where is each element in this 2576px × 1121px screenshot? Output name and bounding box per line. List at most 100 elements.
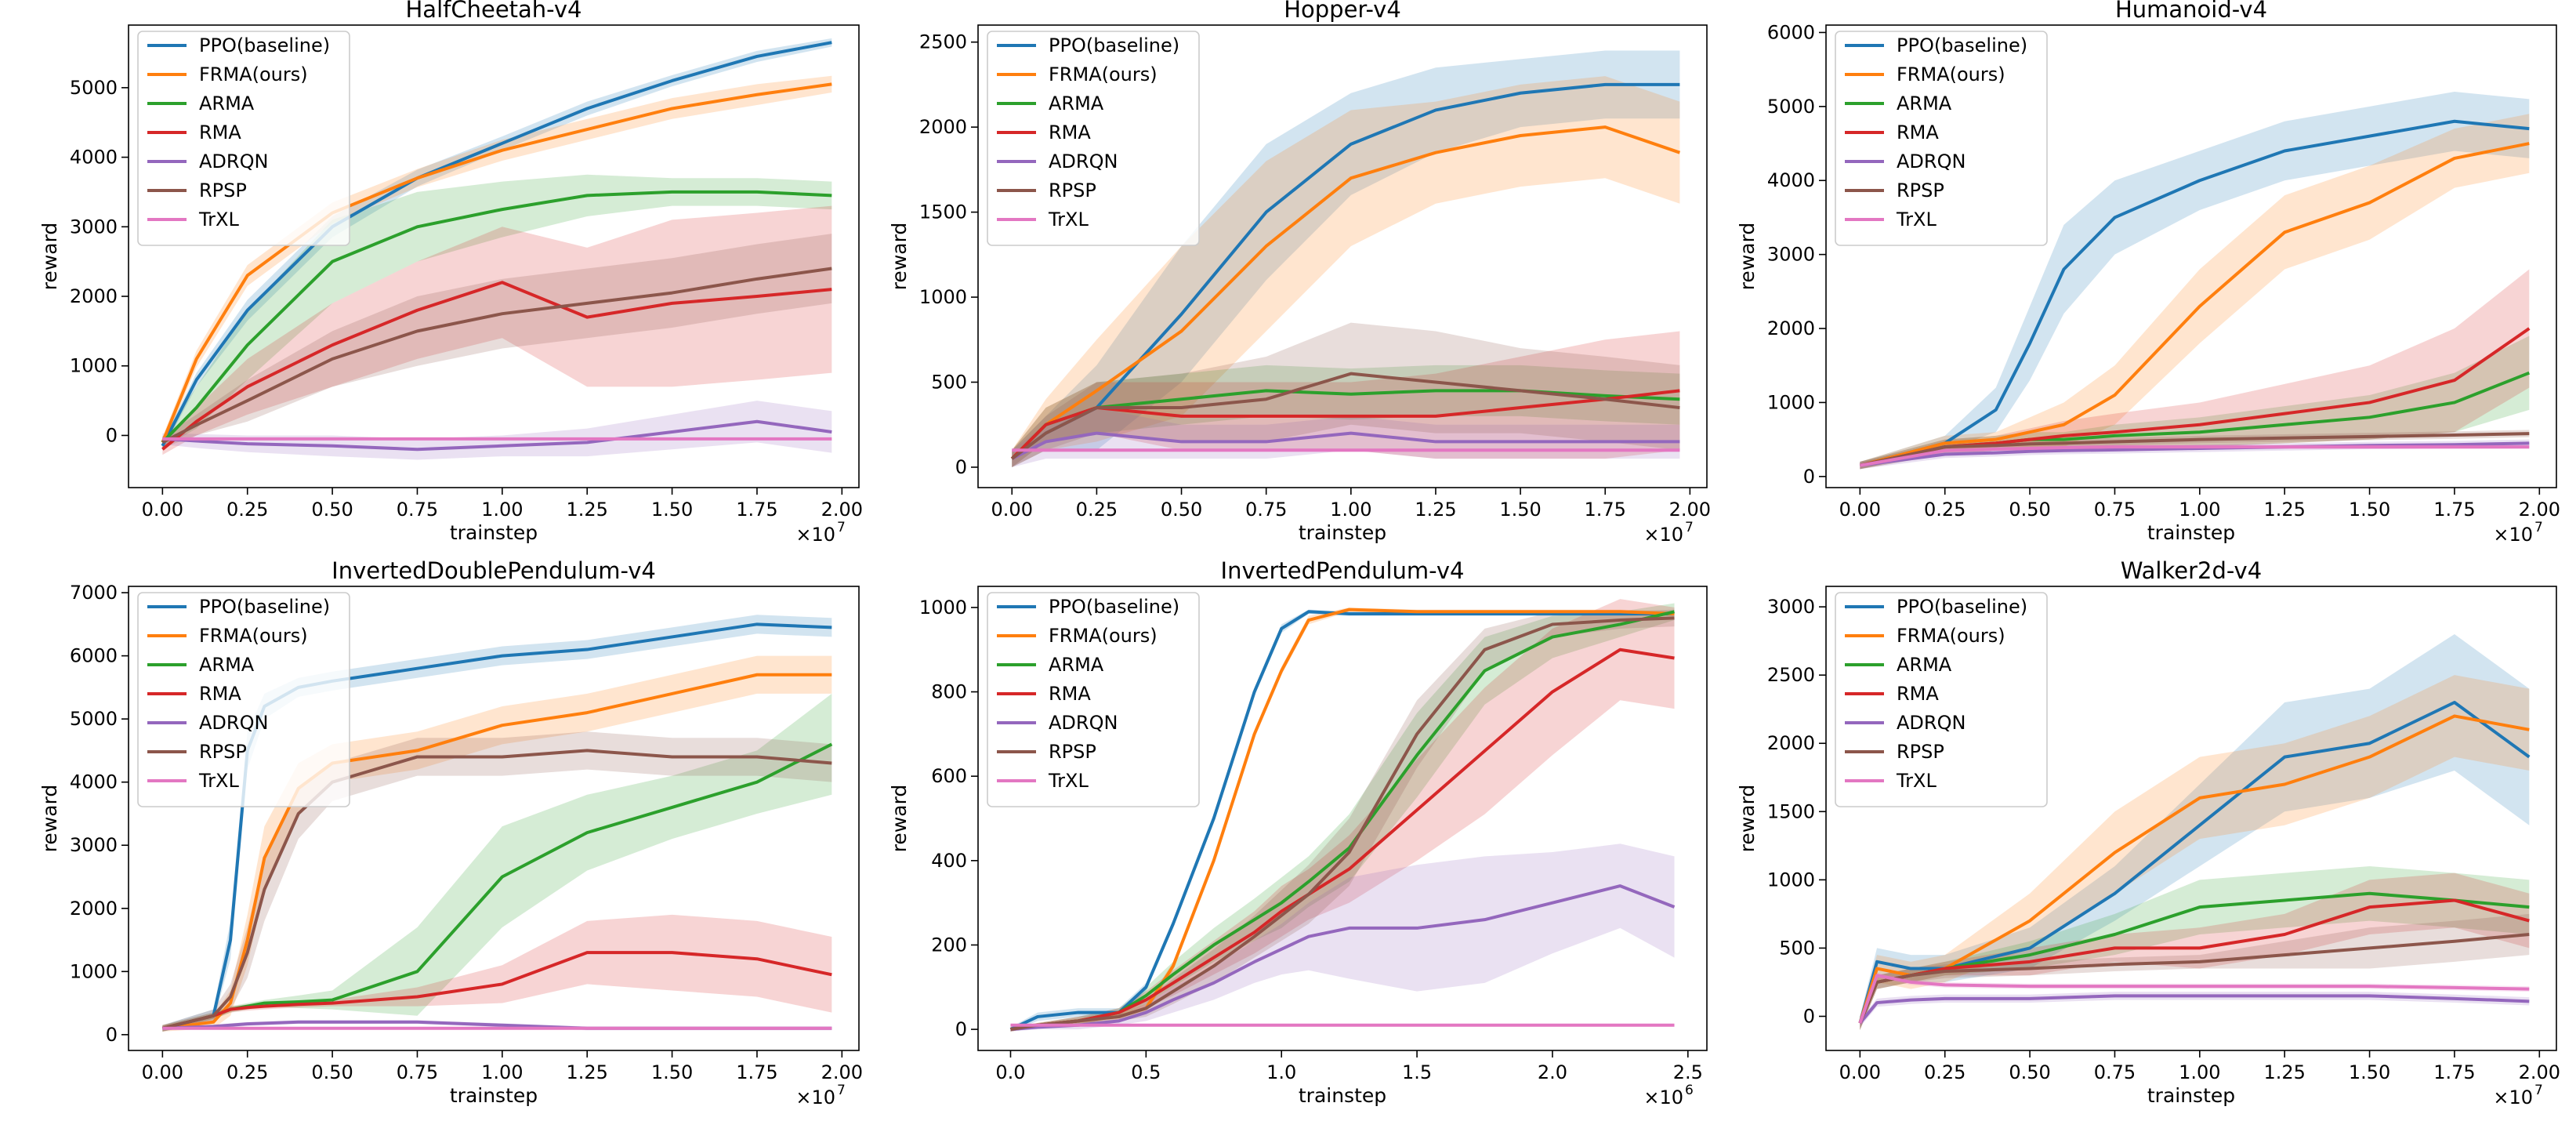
series-line-rma: [1010, 648, 1675, 1032]
x-tick-label: 0.00: [142, 499, 183, 521]
series-line-trxl: [1860, 445, 2530, 467]
x-tick-label: 1.75: [2433, 1061, 2475, 1083]
x-tick-label: 2.00: [821, 499, 863, 521]
legend-label-rpsp: RPSP: [1897, 741, 1944, 763]
y-tick-label: 0: [955, 456, 967, 478]
legend-label-frma-ours: FRMA(ours): [199, 625, 308, 647]
x-tick-label: 1.25: [1415, 499, 1456, 521]
x-axis-label: trainstep: [2147, 1084, 2235, 1107]
lines: [161, 41, 832, 452]
x-tick-label: 1.25: [566, 499, 607, 521]
x-tick-label: 0.00: [991, 499, 1033, 521]
legend-label-arma: ARMA: [1049, 654, 1104, 676]
band-adrqn: [1010, 843, 1675, 1032]
x-tick-label: 1.50: [2349, 499, 2390, 521]
x-multiplier: ×10: [795, 524, 835, 546]
lines: [1009, 608, 1676, 1032]
series-line-adrqn: [1011, 431, 1680, 460]
legend-label-frma-ours: FRMA(ours): [199, 63, 308, 85]
panel-invertedpendulum-v4: InvertedPendulum-v4 0.0 0.5 1.0 1.5 2.0 2.5 0 20…: [888, 557, 1708, 1108]
series-line-ppo-baseline: [1858, 701, 2531, 1024]
legend-label-frma-ours: FRMA(ours): [1897, 625, 2005, 647]
axes-frame: [128, 24, 860, 488]
y-tick-label: 3000: [70, 216, 118, 238]
legend-label-rma: RMA: [1897, 122, 1939, 143]
x-tick-label: 1.25: [566, 1061, 607, 1083]
band-frma-ours: [1012, 76, 1680, 467]
y-tick-label: 2500: [1767, 664, 1815, 686]
legend-label-ppo-baseline: PPO(baseline): [1049, 596, 1179, 618]
legend: PPO(baseline) FRMA(ours) ARMA RMA ADRQN RPSP T…: [1835, 592, 2048, 807]
y-tick-label: 2000: [1767, 732, 1815, 754]
y-tick-label: 6000: [1767, 21, 1815, 43]
series-line-frma-ours: [1010, 125, 1681, 460]
chart-title: Walker2d-v4: [2121, 557, 2262, 584]
legend: PPO(baseline) FRMA(ours) ARMA RMA ADRQN RPSP T…: [987, 592, 1200, 807]
y-tick-label: 1000: [70, 355, 118, 377]
lines: [1858, 701, 2531, 1025]
x-tick-label: 2.0: [1538, 1061, 1567, 1083]
chart-title: InvertedPendulum-v4: [1221, 557, 1465, 584]
x-tick-label: 1.75: [2433, 499, 2475, 521]
legend: PPO(baseline) FRMA(ours) ARMA RMA ADRQN RPSP T…: [137, 592, 350, 807]
y-tick-label: 0: [955, 1018, 967, 1040]
legend: PPO(baseline) FRMA(ours) ARMA RMA ADRQN RPSP T…: [987, 31, 1200, 246]
series-line-ppo-baseline: [1009, 610, 1675, 1031]
y-tick-label: 800: [931, 681, 967, 703]
legend-label-adrqn: ADRQN: [1897, 151, 1966, 172]
legend-label-ppo-baseline: PPO(baseline): [199, 34, 330, 56]
series-line-adrqn: [1010, 884, 1676, 1032]
legend-label-ppo-baseline: PPO(baseline): [1897, 34, 2027, 56]
chart-title: InvertedDoublePendulum-v4: [332, 557, 656, 584]
x-tick-label: 0.50: [1161, 499, 1202, 521]
x-axis-label: trainstep: [450, 1084, 538, 1107]
legend-label-rpsp: RPSP: [199, 741, 247, 763]
x-multiplier: ×10: [2493, 524, 2533, 546]
x-tick-label: 2.00: [2519, 1061, 2560, 1083]
bands: [1860, 633, 2530, 1030]
y-axis-label: reward: [888, 223, 911, 291]
y-tick-label: 4000: [70, 771, 118, 793]
series-line-rpsp: [161, 267, 832, 444]
legend-label-rma: RMA: [1049, 122, 1091, 143]
x-tick-label: 1.75: [736, 1061, 777, 1083]
y-tick-label: 400: [931, 850, 967, 872]
band-ppo-baseline: [1860, 633, 2530, 1030]
band-rpsp: [1860, 913, 2530, 1030]
legend-label-trxl: TrXL: [1048, 770, 1089, 792]
y-tick-label: 2000: [70, 285, 118, 307]
band-frma-ours: [162, 75, 832, 448]
x-tick-label: 2.00: [821, 1061, 863, 1083]
x-tick-label: 0.75: [2094, 1061, 2136, 1083]
x-tick-label: 0.50: [311, 499, 353, 521]
legend-label-frma-ours: FRMA(ours): [1049, 625, 1158, 647]
band-adrqn: [1860, 992, 2530, 1028]
x-tick-label: 0.50: [2009, 1061, 2050, 1083]
x-tick-label: 2.5: [1673, 1061, 1703, 1083]
legend-label-rpsp: RPSP: [199, 180, 247, 201]
legend: PPO(baseline) FRMA(ours) ARMA RMA ADRQN RPSP T…: [137, 31, 350, 246]
x-tick-label: 0.25: [226, 499, 268, 521]
axes-frame: [1825, 586, 2557, 1051]
legend-label-frma-ours: FRMA(ours): [1049, 63, 1158, 85]
panel-inverteddoublependulum-v4: InvertedDoublePendulum-v4 0.00 0.25 0.50 0.7…: [38, 557, 863, 1108]
y-axis-label: reward: [38, 223, 61, 291]
legend-box: [987, 31, 1200, 246]
legend-label-rma: RMA: [1897, 683, 1939, 705]
x-exponent: 7: [1685, 520, 1694, 535]
legend-label-rpsp: RPSP: [1049, 180, 1096, 201]
x-exponent: 7: [837, 1083, 846, 1098]
y-tick-label: 1000: [1767, 391, 1815, 413]
chart-title: Humanoid-v4: [2115, 0, 2267, 23]
x-tick-label: 0.5: [1131, 1061, 1161, 1083]
y-tick-label: 2500: [919, 31, 967, 53]
x-tick-label: 0.50: [2009, 499, 2050, 521]
y-tick-label: 1000: [919, 597, 967, 619]
series-line-rpsp: [1011, 372, 1680, 460]
x-tick-label: 0.50: [311, 1061, 353, 1083]
x-exponent: 6: [1685, 1083, 1694, 1098]
x-tick-label: 1.75: [1585, 499, 1626, 521]
x-multiplier: ×10: [1643, 524, 1683, 546]
y-tick-label: 2000: [70, 898, 118, 920]
band-arma: [1860, 865, 2530, 1030]
